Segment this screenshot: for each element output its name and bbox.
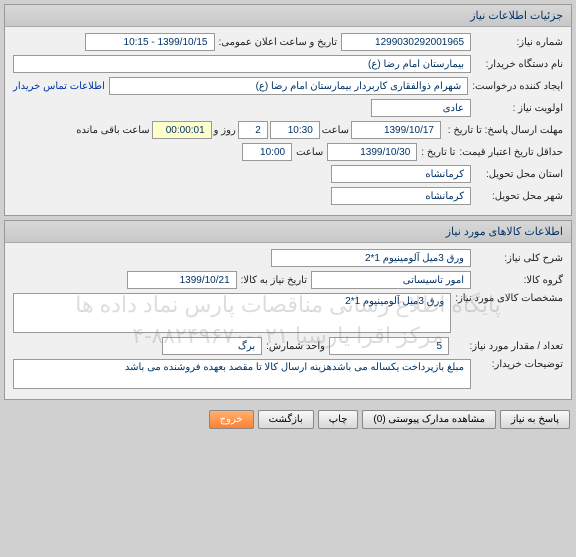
qty-label: تعداد / مقدار مورد نیاز: <box>453 341 563 352</box>
days-count: 2 <box>238 121 268 139</box>
panel1-header: جزئیات اطلاعات نیاز <box>5 5 571 27</box>
deadline-label: مهلت ارسال پاسخ: تا تاریخ : <box>443 125 563 136</box>
unit-value: برگ <box>162 337 262 355</box>
days-label: روز و <box>214 125 236 136</box>
remain-label: ساعت باقی مانده <box>76 125 149 136</box>
desc-value: ورق 3میل آلومینیوم 1*2 <box>271 249 471 267</box>
spec-label: مشخصات کالای مورد نیاز: <box>455 293 563 304</box>
attachments-button[interactable]: مشاهده مدارک پیوستی (0) <box>362 410 496 429</box>
announce-label: تاریخ و ساعت اعلان عمومی: <box>219 37 338 48</box>
priority-value: عادی <box>371 99 471 117</box>
respond-button[interactable]: پاسخ به نیاز <box>500 410 570 429</box>
province-value: کرمانشاه <box>331 165 471 183</box>
credit-date: 1399/10/30 <box>327 143 417 161</box>
contact-link[interactable]: اطلاعات تماس خریدار <box>13 81 105 92</box>
requester-value: شهرام ذوالفقاری کاربردار بیمارستان امام … <box>109 77 468 95</box>
unit-label: واحد شمارش: <box>266 341 325 352</box>
group-label: گروه کالا: <box>475 275 563 286</box>
panel1-body: شماره نیاز: 1299030292001965 تاریخ و ساع… <box>5 27 571 215</box>
requester-label: ایجاد کننده درخواست: <box>472 81 563 92</box>
buyer-label: نام دستگاه خریدار: <box>475 59 563 70</box>
city-value: کرمانشاه <box>331 187 471 205</box>
until-label: تا تاریخ : <box>421 147 455 158</box>
spec-value: ورق 3میل آلومینیوم 1*2 <box>13 293 451 333</box>
request-no-label: شماره نیاز: <box>475 37 563 48</box>
panel2-header: اطلاعات کالاهای مورد نیاز <box>5 221 571 243</box>
footer-bar: پاسخ به نیاز مشاهده مدارک پیوستی (0) چاپ… <box>0 404 576 435</box>
time-label-2: ساعت <box>296 147 323 158</box>
deadline-time: 10:30 <box>270 121 320 139</box>
countdown: 00:00:01 <box>152 121 212 139</box>
group-value: امور تاسیساتی <box>311 271 471 289</box>
buyer-value: بیمارستان امام رضا (ع) <box>13 55 471 73</box>
notes-label: توضیحات خریدار: <box>475 359 563 370</box>
request-details-panel: جزئیات اطلاعات نیاز شماره نیاز: 12990302… <box>4 4 572 216</box>
province-label: استان محل تحویل: <box>475 169 563 180</box>
goods-info-panel: اطلاعات کالاهای مورد نیاز شرح کلی نیاز: … <box>4 220 572 400</box>
exit-button[interactable]: خروج <box>209 410 254 429</box>
request-no-value: 1299030292001965 <box>341 33 471 51</box>
credit-time: 10:00 <box>242 143 292 161</box>
priority-label: اولویت نیاز : <box>475 103 563 114</box>
notes-value: مبلغ بازپرداخت یکساله می باشدهزینه ارسال… <box>13 359 471 389</box>
need-date-value: 1399/10/21 <box>127 271 237 289</box>
desc-label: شرح کلی نیاز: <box>475 253 563 264</box>
city-label: شهر محل تحویل: <box>475 191 563 202</box>
panel2-body: شرح کلی نیاز: ورق 3میل آلومینیوم 1*2 گرو… <box>5 243 571 399</box>
print-button[interactable]: چاپ <box>318 410 359 429</box>
deadline-date: 1399/10/17 <box>351 121 441 139</box>
need-date-label: تاریخ نیاز به کالا: <box>241 275 307 286</box>
announce-value: 1399/10/15 - 10:15 <box>85 33 215 51</box>
min-credit-label: حداقل تاریخ اعتبار قیمت: <box>459 147 563 158</box>
back-button[interactable]: بازگشت <box>258 410 314 429</box>
qty-value: 5 <box>329 337 449 355</box>
time-label-1: ساعت <box>322 125 349 136</box>
